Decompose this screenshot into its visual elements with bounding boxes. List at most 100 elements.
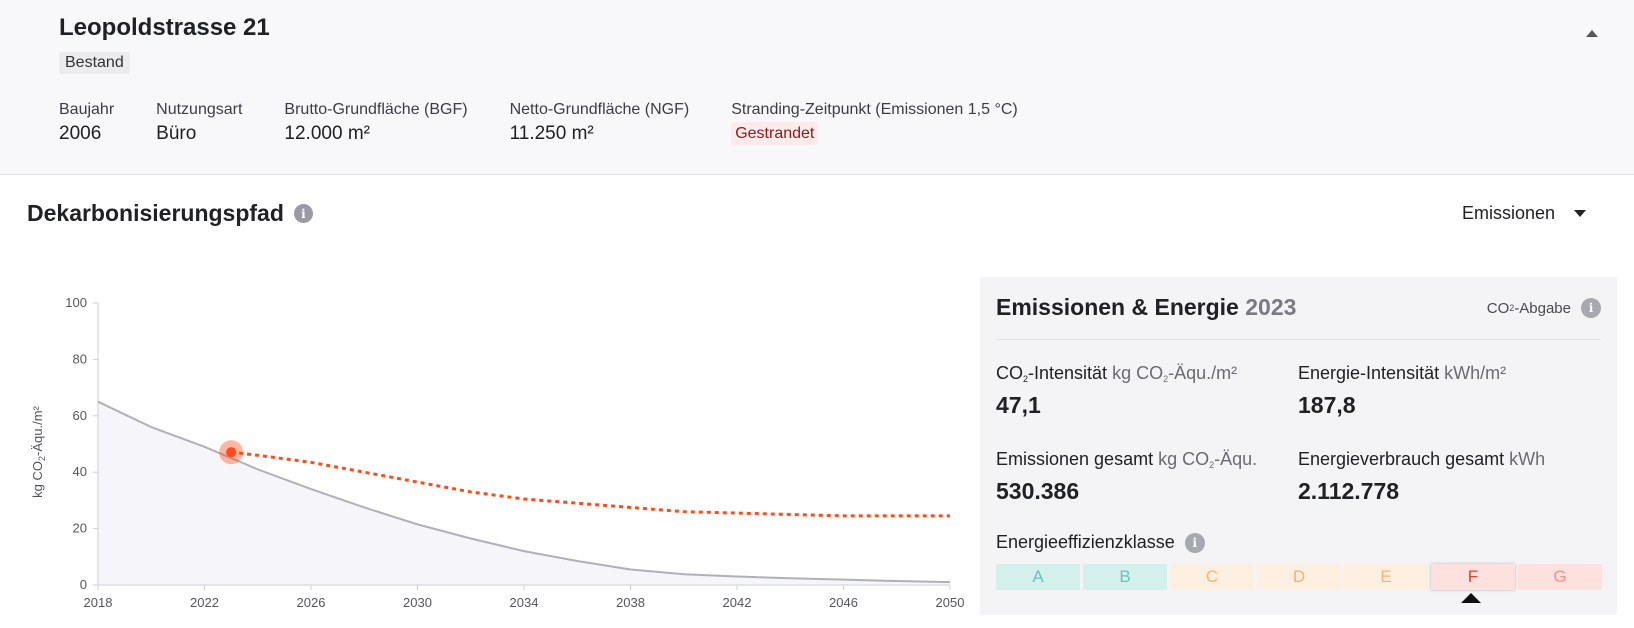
- metric-label: Energie-Intensität kWh/m²: [1298, 363, 1506, 384]
- stranding-badge: Gestrandet: [731, 122, 819, 145]
- label-sub: 2: [1023, 374, 1029, 384]
- info-icon[interactable]: i: [1581, 298, 1601, 318]
- info-icon[interactable]: i: [293, 204, 313, 223]
- y-tick-label: 80: [73, 351, 87, 366]
- unit-sub: 2: [1163, 374, 1169, 384]
- x-tick-label: 2038: [616, 595, 645, 610]
- x-tick-label: 2030: [403, 595, 432, 610]
- y-tick-label: 20: [73, 521, 87, 536]
- unit-part: kg CO: [1158, 449, 1210, 469]
- collapse-chevron-up-icon[interactable]: [1586, 30, 1598, 37]
- y-tick-label: 100: [65, 295, 87, 310]
- building-emissions-line: [230, 450, 950, 518]
- metric-value: 47,1: [996, 392, 1041, 418]
- selected-class-marker-icon: [1461, 593, 1481, 603]
- property-value: 11.250 m²: [509, 123, 594, 144]
- current-year-point: [226, 447, 237, 458]
- property-stranding: Stranding-Zeitpunkt (Emissionen 1,5 °C) …: [731, 100, 1018, 147]
- dropdown-value: Emissionen: [1462, 203, 1556, 223]
- property-value: 2006: [59, 123, 102, 144]
- label-part: Emissionen gesamt: [996, 449, 1154, 469]
- y-label-part: -Äqu./m²: [30, 405, 45, 456]
- label-part: CO: [996, 363, 1023, 383]
- efficiency-class-b[interactable]: B: [1083, 564, 1167, 590]
- label-part: -Intensität: [1028, 363, 1108, 383]
- efficiency-class-c[interactable]: C: [1170, 564, 1254, 590]
- metric-total-emissions: Emissionen gesamt kg CO2-Äqu. 530.386: [996, 449, 1257, 505]
- efficiency-class-a[interactable]: A: [996, 564, 1080, 590]
- x-tick-label: 2018: [84, 595, 113, 610]
- building-title: Leopoldstrasse 21: [59, 14, 270, 41]
- property-list: Baujahr 2006 Nutzungsart Büro Brutto-Gru…: [59, 100, 1060, 147]
- y-axis-label-text: kg CO2-Äqu./m²: [30, 405, 47, 497]
- metric-label: Energieverbrauch gesamt kWh: [1298, 449, 1545, 470]
- metric-unit: kWh/m²: [1444, 363, 1507, 383]
- panel-year: 2023: [1245, 294, 1297, 320]
- y-label-sub: 2: [37, 456, 47, 461]
- unit-part: -Äqu./m²: [1168, 363, 1238, 383]
- pathway-line: [97, 400, 951, 584]
- metric-label: CO2-Intensität kg CO2-Äqu./m²: [996, 363, 1237, 384]
- property-bgf: Brutto-Grundfläche (BGF) 12.000 m²: [284, 100, 467, 147]
- unit-part: kg CO: [1112, 363, 1164, 383]
- metric-total-energy: Energieverbrauch gesamt kWh 2.112.778: [1298, 449, 1545, 505]
- co2-abgabe-post: -Abgabe: [1514, 299, 1571, 317]
- efficiency-label-text: Energieeffizienzklasse: [996, 532, 1175, 552]
- section-title: Dekarbonisierungspfad i: [27, 200, 313, 227]
- property-label: Brutto-Grundfläche (BGF): [284, 101, 468, 118]
- metric-value: 187,8: [1298, 392, 1356, 418]
- panel-title-text: Emissionen & Energie: [996, 294, 1239, 320]
- metric-unit: kg CO2-Äqu.: [1158, 449, 1258, 470]
- co2-abgabe-pre: CO: [1486, 299, 1510, 317]
- metric-dropdown[interactable]: Emissionen: [1462, 203, 1587, 224]
- property-nutzungsart: Nutzungsart Büro: [156, 100, 242, 147]
- chevron-down-icon: [1574, 210, 1587, 217]
- x-tick-label: 2042: [723, 595, 752, 610]
- co2-abgabe-sub: 2: [1509, 303, 1515, 313]
- efficiency-class-e[interactable]: E: [1344, 564, 1428, 590]
- property-value: Büro: [156, 123, 197, 144]
- efficiency-class-label: Energieeffizienzklasse i: [996, 532, 1205, 553]
- property-label: Nutzungsart: [156, 101, 243, 118]
- metric-co2-intensity: CO2-Intensität kg CO2-Äqu./m² 47,1: [996, 363, 1237, 419]
- property-label: Stranding-Zeitpunkt (Emissionen 1,5 °C): [731, 101, 1018, 118]
- building-header: Leopoldstrasse 21 Bestand Baujahr 2006 N…: [0, 0, 1634, 175]
- decarbonization-chart: kg CO2-Äqu./m² 0 20 40 60 80 100 2018 2022 2026 2…: [20, 285, 980, 615]
- efficiency-class-g[interactable]: G: [1518, 564, 1602, 590]
- co2-abgabe[interactable]: CO 2 -Abgabe i: [1487, 298, 1601, 318]
- label-part: Energie-Intensität: [1298, 363, 1440, 383]
- unit-part: -Äqu.: [1214, 449, 1258, 469]
- y-label-part: kg CO: [30, 461, 45, 498]
- efficiency-class-d[interactable]: D: [1257, 564, 1341, 590]
- section-title-text: Dekarbonisierungspfad: [27, 200, 284, 226]
- metric-unit: kg CO2-Äqu./m²: [1112, 363, 1238, 384]
- status-badge: Bestand: [59, 52, 130, 74]
- info-icon[interactable]: i: [1184, 532, 1205, 553]
- panel-title: Emissionen & Energie 2023: [996, 294, 1296, 321]
- metric-unit: kWh: [1509, 449, 1546, 469]
- property-baujahr: Baujahr 2006: [59, 100, 114, 147]
- y-tick-label: 60: [73, 408, 87, 423]
- property-value: 12.000 m²: [284, 123, 370, 144]
- metric-value: 530.386: [996, 478, 1080, 504]
- x-tick-label: 2050: [936, 595, 965, 610]
- chart-svg: kg CO2-Äqu./m² 0 20 40 60 80 100 2018 2022 2026 2…: [30, 295, 965, 610]
- property-ngf: Netto-Grundfläche (NGF) 11.250 m²: [510, 100, 690, 147]
- panel-divider: [996, 339, 1601, 340]
- x-tick-label: 2034: [510, 595, 539, 610]
- pathway-area: [98, 401, 950, 585]
- property-label: Baujahr: [59, 101, 115, 118]
- x-tick-label: 2046: [829, 595, 858, 610]
- x-tick-label: 2026: [297, 595, 326, 610]
- efficiency-class-f[interactable]: F: [1431, 564, 1515, 590]
- metric-energy-intensity: Energie-Intensität kWh/m² 187,8: [1298, 363, 1506, 419]
- unit-sub: 2: [1209, 460, 1215, 470]
- y-axis-label: kg CO2-Äqu./m²: [30, 405, 47, 497]
- property-label: Netto-Grundfläche (NGF): [509, 101, 690, 118]
- metric-label: Emissionen gesamt kg CO2-Äqu.: [996, 449, 1257, 470]
- x-tick-label: 2022: [190, 595, 219, 610]
- y-tick-label: 0: [80, 577, 87, 592]
- emissions-energy-panel: Emissionen & Energie 2023 CO 2 -Abgabe i C…: [980, 277, 1617, 615]
- y-tick-label: 40: [73, 464, 87, 479]
